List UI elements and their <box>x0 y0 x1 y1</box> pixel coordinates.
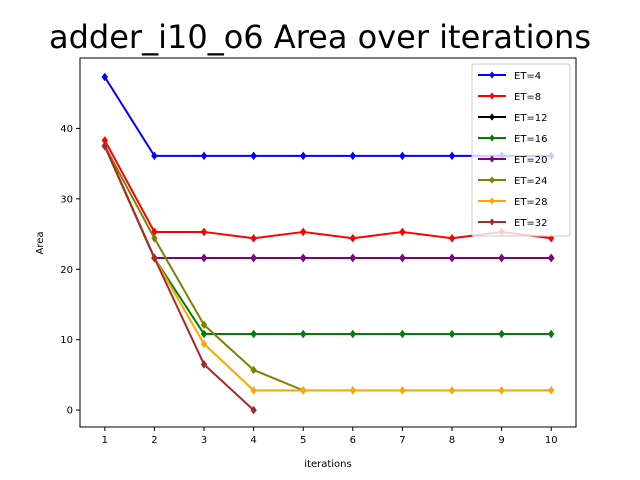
data-point <box>349 329 357 339</box>
data-point <box>151 234 158 243</box>
data-point <box>349 234 357 243</box>
data-point <box>101 141 108 151</box>
data-point <box>448 253 456 263</box>
data-point <box>498 329 505 339</box>
data-point <box>200 253 208 263</box>
legend-item: ET=16 <box>478 134 548 145</box>
data-point <box>250 151 257 161</box>
legend-marker <box>489 176 495 184</box>
x-tick-label: 6 <box>350 435 356 446</box>
data-point <box>200 320 208 330</box>
data-point <box>399 227 406 237</box>
legend-item: ET=32 <box>478 218 548 229</box>
x-tick-label: 8 <box>449 435 455 446</box>
y-tick-label: 10 <box>60 335 73 346</box>
data-point <box>299 151 307 161</box>
data-point <box>448 234 456 243</box>
data-point <box>250 329 257 339</box>
y-tick-label: 30 <box>60 194 73 205</box>
data-point <box>250 253 257 263</box>
x-tick-label: 4 <box>250 435 256 446</box>
data-point <box>399 253 406 263</box>
x-tick-label: 7 <box>399 435 405 446</box>
legend-marker <box>489 155 495 163</box>
data-point <box>448 151 456 161</box>
legend-item: ET=8 <box>478 92 541 103</box>
x-tick-label: 2 <box>151 435 157 446</box>
data-point <box>200 151 208 161</box>
data-point <box>200 329 208 339</box>
legend-label: ET=24 <box>514 176 548 187</box>
data-point <box>547 329 555 339</box>
axes-layer: 1 2 3 4 5 6 7 8 9 10 0 10 20 30 40 <box>60 57 577 446</box>
x-axis-label: iterations <box>304 459 351 470</box>
legend-label: ET=8 <box>514 92 541 103</box>
legend-item: ET=20 <box>478 155 548 166</box>
x-tick-label: 10 <box>545 435 558 446</box>
axes-frame <box>79 57 577 428</box>
legend-label: ET=16 <box>514 134 548 145</box>
y-axis-label: Area <box>35 231 46 254</box>
data-point <box>250 386 257 395</box>
x-tick-label: 1 <box>102 435 108 446</box>
x-tick-label: 9 <box>498 435 504 446</box>
legend-item: ET=12 <box>478 113 548 124</box>
data-point <box>448 329 456 339</box>
chart-title: adder_i10_o6 Area over iterations <box>49 18 591 56</box>
legend-item: ET=24 <box>478 176 548 187</box>
legend-marker <box>489 92 495 100</box>
data-point <box>349 253 357 263</box>
data-point <box>498 386 505 395</box>
data-point <box>547 253 555 263</box>
y-tick-label: 20 <box>60 265 73 276</box>
data-point <box>200 360 208 369</box>
legend-label: ET=32 <box>514 218 548 229</box>
legend: ET=4 ET=8 ET=12 ET=16 ET=20 ET=24 ET=28 ET=32 <box>471 63 571 237</box>
series-line <box>103 145 552 392</box>
series-line <box>103 145 552 259</box>
series-line <box>103 145 552 336</box>
data-point <box>399 386 406 395</box>
data-point <box>349 386 357 395</box>
legend-marker <box>489 71 495 79</box>
data-point <box>250 365 257 375</box>
data-point <box>299 329 307 339</box>
legend-label: ET=4 <box>514 71 541 82</box>
data-point <box>250 405 257 415</box>
legend-item: ET=28 <box>478 197 548 208</box>
data-point <box>299 227 307 237</box>
series-layer <box>101 72 555 415</box>
data-point <box>448 386 456 395</box>
legend-marker <box>489 113 495 121</box>
data-point <box>349 151 357 161</box>
legend-item: ET=4 <box>478 71 541 82</box>
legend-label: ET=12 <box>514 113 548 124</box>
data-point <box>151 151 158 161</box>
data-point <box>399 151 406 161</box>
data-point <box>250 234 257 243</box>
data-point <box>299 253 307 263</box>
data-point <box>547 386 555 395</box>
data-point <box>299 386 307 395</box>
data-point <box>101 72 108 82</box>
legend-marker <box>489 134 495 142</box>
data-point <box>151 253 158 263</box>
data-point <box>498 253 505 263</box>
data-point <box>200 339 208 349</box>
legend-label: ET=28 <box>514 197 548 208</box>
y-tick-label: 0 <box>67 406 73 417</box>
series-ET=32 <box>101 141 257 415</box>
legend-marker <box>489 218 495 226</box>
data-point <box>200 227 208 237</box>
x-tick-label: 5 <box>300 435 306 446</box>
legend-label: ET=20 <box>514 155 548 166</box>
data-point <box>547 234 555 243</box>
x-tick-label: 3 <box>201 435 207 446</box>
legend-marker <box>489 197 495 205</box>
series-line <box>103 145 255 411</box>
y-tick-label: 40 <box>60 124 73 135</box>
data-point <box>399 329 406 339</box>
legend-box <box>471 63 571 237</box>
